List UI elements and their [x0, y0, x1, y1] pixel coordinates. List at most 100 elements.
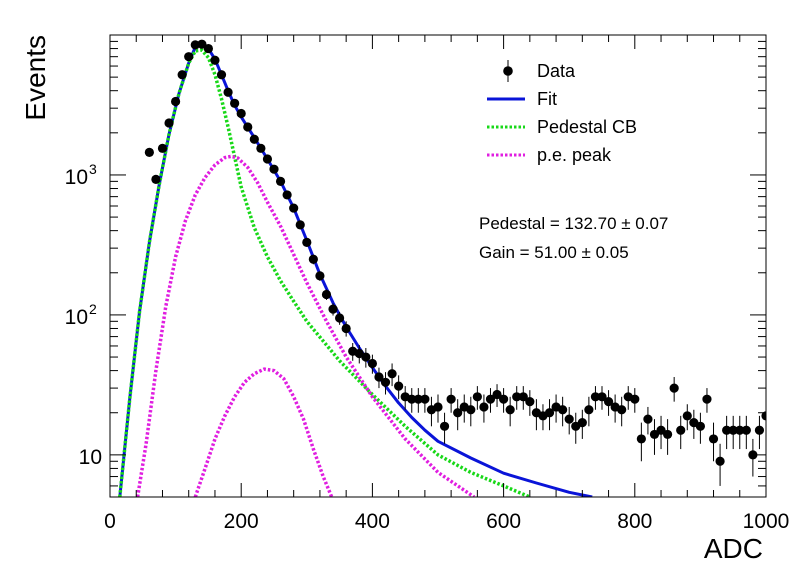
data-point [216, 70, 227, 80]
data-point [308, 254, 318, 264]
data-point [735, 425, 745, 435]
data-point [761, 411, 766, 421]
legend-entry: Pedestal CB [487, 117, 637, 137]
legend-marker [503, 66, 513, 76]
data-point [558, 405, 568, 415]
data-point [544, 408, 555, 418]
data-point [708, 434, 719, 444]
x-tick-label: 200 [224, 510, 259, 533]
data-point [249, 134, 259, 144]
data-point [505, 405, 515, 415]
data-point [151, 174, 161, 184]
data-point [321, 289, 332, 300]
data-point [282, 190, 292, 200]
data-point [590, 392, 601, 402]
data-point [499, 394, 509, 404]
data-point [164, 118, 174, 128]
series-line-pedestal-cb [118, 48, 531, 497]
plot-area [118, 39, 766, 497]
data-point [223, 87, 233, 97]
data-point [741, 425, 751, 435]
y-tick-exponent: 3 [89, 161, 97, 177]
x-tick-label: 800 [617, 510, 652, 533]
data-point [584, 405, 594, 415]
data-point [157, 143, 168, 153]
data-point [380, 377, 391, 387]
data-point [203, 43, 213, 54]
data-point [262, 154, 273, 164]
data-point [649, 429, 660, 440]
legend-label: Fit [537, 89, 557, 109]
data-point [439, 421, 450, 431]
x-tick-label: 1000 [743, 510, 790, 533]
data-point [236, 108, 246, 119]
legend-entry: Fit [487, 89, 557, 109]
data-point [512, 392, 522, 402]
data-point [472, 392, 482, 402]
data-point [479, 402, 489, 412]
data-point [630, 394, 640, 404]
x-tick-label: 400 [355, 510, 390, 533]
data-point [446, 394, 456, 404]
data-point [315, 271, 325, 281]
data-point [643, 414, 653, 424]
data-point [754, 425, 765, 435]
data-point [603, 397, 614, 407]
data-point [171, 96, 181, 107]
data-point [466, 405, 476, 415]
data-point [695, 421, 706, 431]
y-tick-label: 10 [79, 446, 102, 469]
annotation-text: Pedestal = 132.70 ± 0.07 [479, 214, 668, 233]
legend: Data Fit Pedestal CB p.e. peak [487, 60, 637, 165]
annotation-text: Gain = 51.00 ± 0.05 [479, 243, 629, 262]
data-point [328, 304, 338, 314]
data-point [722, 425, 732, 435]
data-point [656, 425, 666, 435]
data-point [669, 383, 679, 393]
data-point [636, 434, 646, 444]
legend-label: Pedestal CB [537, 117, 637, 137]
data-point [525, 397, 535, 407]
series-line-p-e-peak [193, 367, 334, 497]
legend-label: p.e. peak [537, 145, 612, 165]
x-axis-title: ADC [704, 533, 763, 564]
plot-frame [109, 34, 767, 498]
data-point [518, 392, 528, 402]
data-point [197, 39, 207, 49]
data-point [210, 55, 220, 65]
annotations: Pedestal = 132.70 ± 0.07 Gain = 51.00 ± 0… [479, 214, 668, 262]
data-point [433, 402, 443, 412]
data-point [335, 313, 345, 323]
data-point [577, 418, 587, 428]
y-tick-exponent: 2 [89, 301, 97, 317]
data-point [374, 372, 384, 382]
data-point [275, 176, 286, 186]
data-point [144, 147, 154, 157]
y-axis-title: Events [20, 35, 51, 121]
data-point [302, 237, 312, 247]
y-tick-label: 10 [65, 306, 88, 329]
data-point [420, 394, 430, 404]
data-point [394, 381, 404, 391]
data-point [243, 122, 253, 132]
data-point [184, 52, 194, 62]
x-tick-label: 0 [104, 510, 116, 533]
data-point [492, 389, 502, 400]
data-point [177, 70, 187, 80]
legend-entry: p.e. peak [487, 145, 612, 165]
data-point [269, 164, 279, 174]
legend-entry: Data [503, 60, 576, 82]
data-point [367, 358, 377, 369]
data-point [413, 394, 423, 404]
data-point [387, 369, 397, 379]
series-line-p-e-peak [135, 154, 476, 497]
data-point [715, 456, 725, 466]
data-point [485, 394, 496, 404]
data-point [663, 429, 673, 440]
data-point [407, 394, 417, 404]
data-point [682, 411, 692, 421]
data-point [597, 392, 607, 402]
